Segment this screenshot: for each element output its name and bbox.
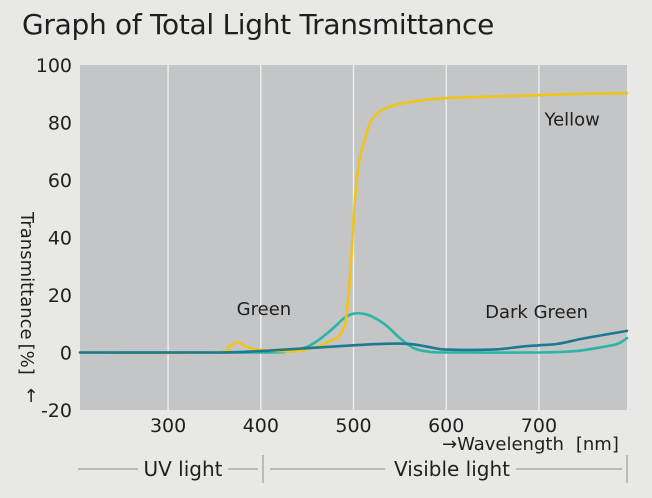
series-line-yellow (78, 91, 629, 355)
series-label-dark-green: Dark Green (485, 302, 588, 323)
series-line-dark-green (78, 329, 629, 354)
y-tick-label: 100 (36, 55, 72, 77)
y-tick-label: 60 (48, 170, 72, 192)
y-axis-title: Transmittance (16, 211, 37, 340)
series-label-green: Green (237, 299, 292, 320)
y-tick-label: 40 (48, 228, 72, 250)
x-tick-label: 500 (335, 415, 371, 437)
series-label-yellow: Yellow (543, 109, 599, 130)
y-tick-label: 0 (60, 343, 72, 365)
y-tick-label: 80 (48, 113, 72, 135)
series-layer (78, 91, 629, 355)
y-tick-labels: -20 0 20 40 60 80 100 (36, 55, 72, 422)
y-tick-label: -20 (41, 400, 72, 422)
x-tick-label: 700 (521, 415, 557, 437)
region-label-visible: Visible light (394, 457, 510, 481)
x-tick-label: 600 (428, 415, 464, 437)
spectral-regions: UV light Visible light (78, 455, 628, 483)
chart-title: Graph of Total Light Transmittance (22, 8, 495, 41)
y-axis-unit: [%] (16, 344, 37, 375)
svg-text:Transmittance[%]: Transmittance [%] (16, 211, 37, 375)
y-tick-label: 20 (48, 285, 72, 307)
svg-text:→Wavelength[nm]: →Wavelength [nm] (442, 434, 619, 455)
x-axis-title: →Wavelength (442, 434, 564, 455)
y-axis-arrow-icon: ↑ (23, 386, 38, 407)
x-tick-labels: 300 400 500 600 700 (150, 415, 557, 437)
x-tick-label: 400 (243, 415, 279, 437)
region-label-uv: UV light (143, 457, 222, 481)
x-axis-unit: [nm] (576, 434, 619, 455)
x-tick-label: 300 (150, 415, 186, 437)
